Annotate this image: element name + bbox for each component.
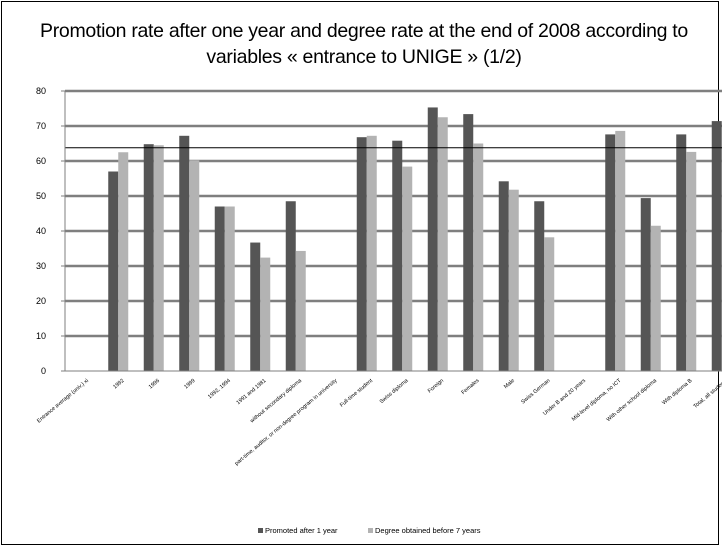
bar-degree xyxy=(686,151,697,371)
bar-promoted xyxy=(392,140,403,371)
bar-degree xyxy=(366,135,377,371)
bar-promoted xyxy=(108,171,119,371)
x-tick-label: 1992, 1994 xyxy=(207,378,232,400)
bar-degree xyxy=(473,143,484,371)
x-tick-label: Females xyxy=(461,378,481,396)
bar-promoted xyxy=(463,114,474,371)
x-tick-label: Entrance average (univ.) xi xyxy=(36,378,90,425)
bar-degree xyxy=(402,166,413,371)
x-tick-labels: Entrance average (univ.) xi 1992 1996 1999 1… xyxy=(36,377,722,467)
bar-promoted xyxy=(534,201,545,371)
y-tick-label: 30 xyxy=(36,261,46,271)
bar-degree xyxy=(224,206,235,371)
bar-layer xyxy=(108,107,722,371)
bar-promoted xyxy=(143,144,154,371)
y-tick-labels: 0 10 20 30 40 50 60 70 80 xyxy=(36,86,46,376)
y-tick-label: 70 xyxy=(36,121,46,131)
bar-degree xyxy=(437,117,448,371)
axes xyxy=(61,90,722,372)
bar-degree xyxy=(615,130,626,371)
bar-degree xyxy=(650,225,661,371)
bar-degree xyxy=(153,145,164,371)
bar-degree xyxy=(295,250,306,371)
y-tick-label: 40 xyxy=(36,226,46,236)
x-tick-label: 1992 xyxy=(112,378,125,390)
legend-label: Degree obtained before 7 years xyxy=(375,526,481,535)
bar-promoted xyxy=(179,135,190,371)
bar-promoted xyxy=(605,134,616,371)
bar-promoted xyxy=(356,137,367,371)
legend: Promoted after 1 year Degree obtained bef… xyxy=(258,526,481,535)
x-tick-label: Male xyxy=(503,378,516,390)
bar-degree xyxy=(118,152,129,371)
bar-degree xyxy=(260,257,271,371)
bar-promoted xyxy=(214,206,225,371)
bar-promoted xyxy=(676,134,687,371)
chart-title: Promotion rate after one year and degree… xyxy=(6,18,722,70)
x-tick-label: Swiss German xyxy=(520,378,551,406)
bar-promoted xyxy=(285,201,296,371)
bar-promoted xyxy=(427,107,438,371)
bar-degree xyxy=(189,160,200,371)
x-tick-label: Total, all students xyxy=(693,378,722,410)
x-tick-label: Swiss diploma xyxy=(379,377,411,405)
bar-degree xyxy=(508,189,519,371)
y-tick-label: 80 xyxy=(36,86,46,96)
chart-title-line-2: variables « entrance to UNIGE » (1/2) xyxy=(206,46,522,68)
y-tick-label: 20 xyxy=(36,296,46,306)
x-tick-label: Foreign xyxy=(427,378,445,395)
x-tick-label: With diploma B xyxy=(661,378,693,407)
x-tick-label: 1999 xyxy=(183,378,196,390)
y-tick-label: 10 xyxy=(36,331,46,341)
y-tick-label: 0 xyxy=(41,366,46,376)
y-tick-label: 60 xyxy=(36,156,46,166)
x-tick-label: 1996 xyxy=(148,378,161,390)
y-tick-label: 50 xyxy=(36,191,46,201)
chart-title-line-1: Promotion rate after one year and degree… xyxy=(40,20,688,42)
bar-promoted xyxy=(498,181,509,371)
legend-swatch xyxy=(258,528,263,533)
x-tick-label: 1991 and 1981 xyxy=(236,378,268,406)
bar-promoted xyxy=(640,198,651,371)
legend-swatch xyxy=(368,528,373,533)
bar-promoted xyxy=(711,121,722,371)
legend-label: Promoted after 1 year xyxy=(265,526,338,535)
x-tick-label: Full-time student xyxy=(339,378,374,409)
bar-promoted xyxy=(250,242,261,371)
bar-degree xyxy=(544,237,555,371)
